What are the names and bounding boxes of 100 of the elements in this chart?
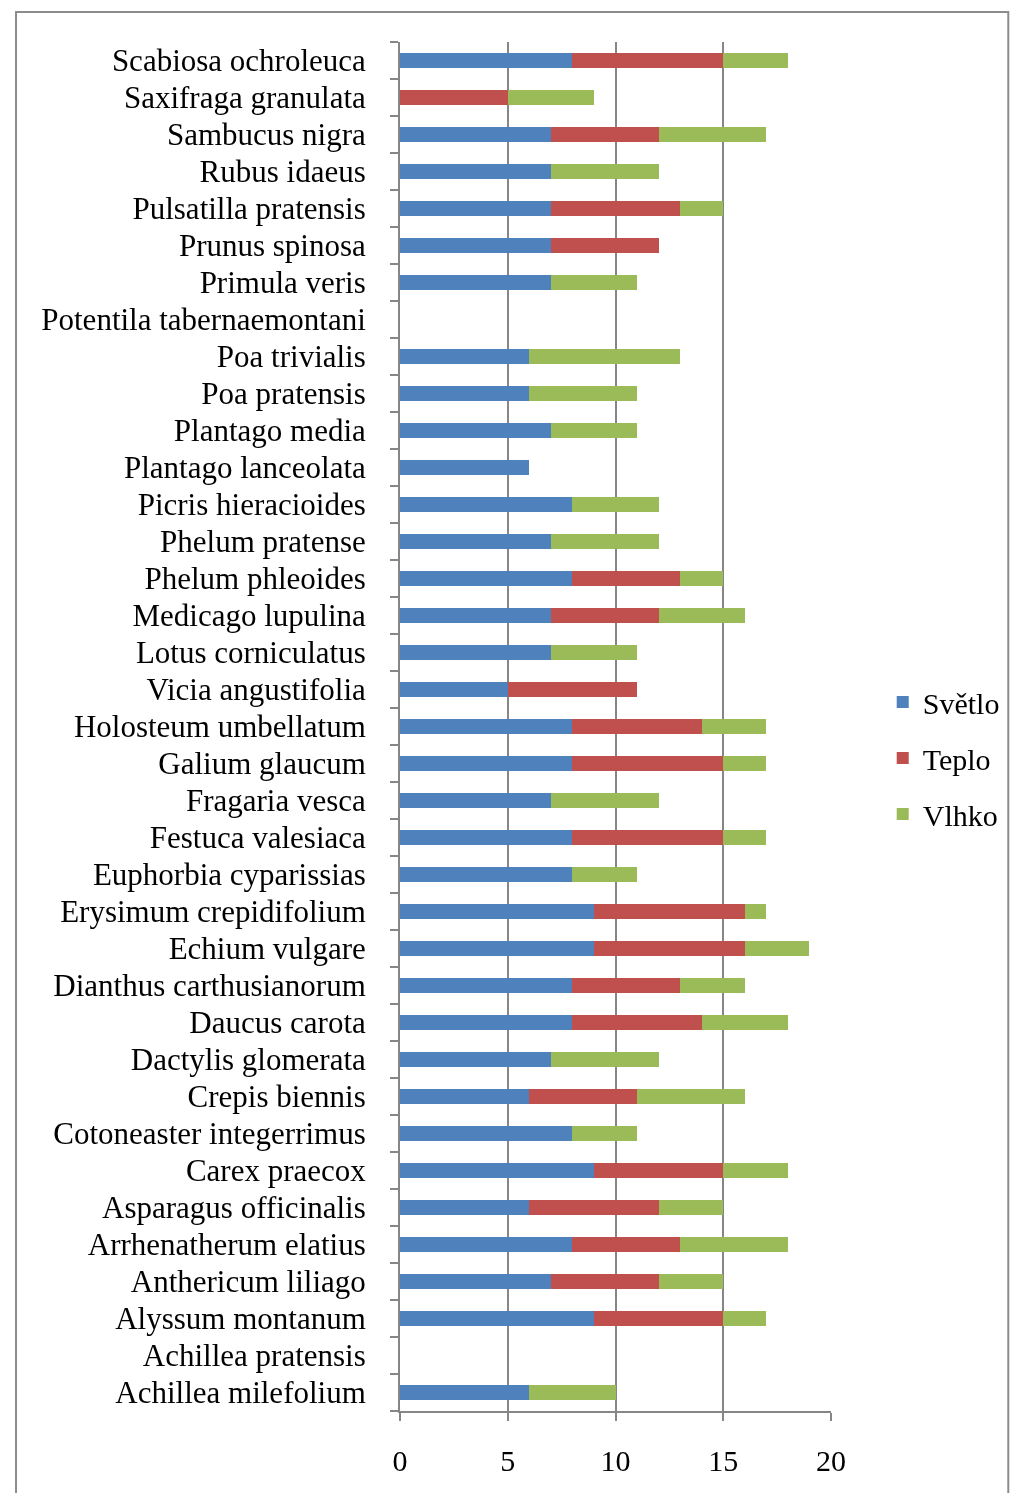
bar [400,53,573,68]
bar [572,756,724,771]
y-tick-label: Cotoneaster integerrimus [53,1116,366,1152]
y-tick-label: Fragaria vesca [185,783,367,819]
y-tick-label: Picris hieracioides [137,487,366,523]
y-tick-label: Lotus corniculatus [135,635,366,671]
y-tick-label: Asparagus officinalis [102,1190,366,1226]
bar [400,941,594,956]
y-tick-label: Prunus spinosa [178,228,367,264]
bar [572,719,702,734]
y-tick-label: Anthericum liliago [130,1264,366,1300]
bar [744,941,810,956]
bar [400,127,551,142]
y-tick-label: Plantago lanceolata [123,450,367,486]
bar [400,1385,530,1400]
bar [593,1311,724,1326]
y-tick-label: Poa trivialis [216,339,366,375]
y-tick-label: Alyssum montanum [115,1301,366,1337]
bar [680,1237,788,1252]
y-tick-label: Potentila tabernaemontani [41,302,367,338]
bar [400,497,573,512]
bar [400,1163,594,1178]
bar [572,53,724,68]
y-tick-label: Phelum pratense [160,524,366,560]
bar [400,1015,573,1030]
bar [550,275,638,290]
bar [550,201,681,216]
bar [400,201,551,216]
y-tick-label: Holosteum umbellatum [73,709,366,745]
bar [400,756,573,771]
bar [400,867,573,882]
bar [572,867,638,882]
bar [723,53,788,68]
y-tick-label: Daucus carota [189,1005,367,1041]
bar [400,275,551,290]
y-tick-label: Saxifraga granulata [123,80,367,116]
bar [400,1052,551,1067]
bar [572,830,724,845]
bar [550,608,659,623]
bar [658,1200,724,1215]
bar [572,571,681,586]
y-tick-label: Galium glaucum [158,746,366,782]
bar [658,608,745,623]
bar [400,460,530,475]
bar [744,904,767,919]
x-tick-label: 0 [392,1444,408,1477]
bar [529,1200,659,1215]
y-tick-label: Pulsatilla pratensis [132,191,366,227]
y-tick-label: Phelum phleoides [144,561,366,597]
y-tick-label: Medicago lupulina [132,598,367,634]
bar [400,349,530,364]
y-tick-label: Achillea milefolium [115,1375,366,1411]
y-tick-label: Sambucus nigra [166,117,367,153]
bar [572,1126,638,1141]
bar [400,1089,530,1104]
bar [593,1163,724,1178]
bar [550,423,638,438]
bar [723,1163,788,1178]
bar [507,682,638,697]
bar [400,386,530,401]
bar [400,1311,594,1326]
legend-label: Vlhko [922,798,998,832]
bar [572,497,659,512]
bar [723,830,767,845]
bar [593,941,745,956]
bar [658,1274,724,1289]
bar [723,1311,767,1326]
y-tick-label: Carex praecox [185,1153,367,1189]
bar [400,90,508,105]
y-tick-label: Dianthus carthusianorum [53,968,366,1004]
bar [400,904,594,919]
y-tick-label: Achillea pratensis [142,1338,366,1374]
y-tick-label: Rubus idaeus [199,154,366,190]
bar [550,238,659,253]
x-tick-label: 5 [500,1444,516,1477]
bar [572,1015,702,1030]
x-tick-label: 10 [600,1444,631,1477]
bar [550,1274,659,1289]
bar [680,978,745,993]
y-tick-label: Erysimum crepidifolium [60,894,366,930]
bar [637,1089,745,1104]
bar [400,423,551,438]
bar [550,793,659,808]
bar [400,682,508,697]
bar [400,830,573,845]
bar [400,1274,551,1289]
bar [701,719,767,734]
bar [529,1089,638,1104]
y-tick-label: Crepis biennis [187,1079,366,1115]
y-tick-label: Plantago media [173,413,367,449]
bar [723,756,767,771]
y-tick-label: Echium vulgare [168,931,366,967]
bar [658,127,767,142]
bar [400,1200,530,1215]
bar [550,164,659,179]
bar [400,719,573,734]
bar [572,1237,681,1252]
bar [550,1052,659,1067]
bar [550,534,659,549]
bar [529,1385,616,1400]
